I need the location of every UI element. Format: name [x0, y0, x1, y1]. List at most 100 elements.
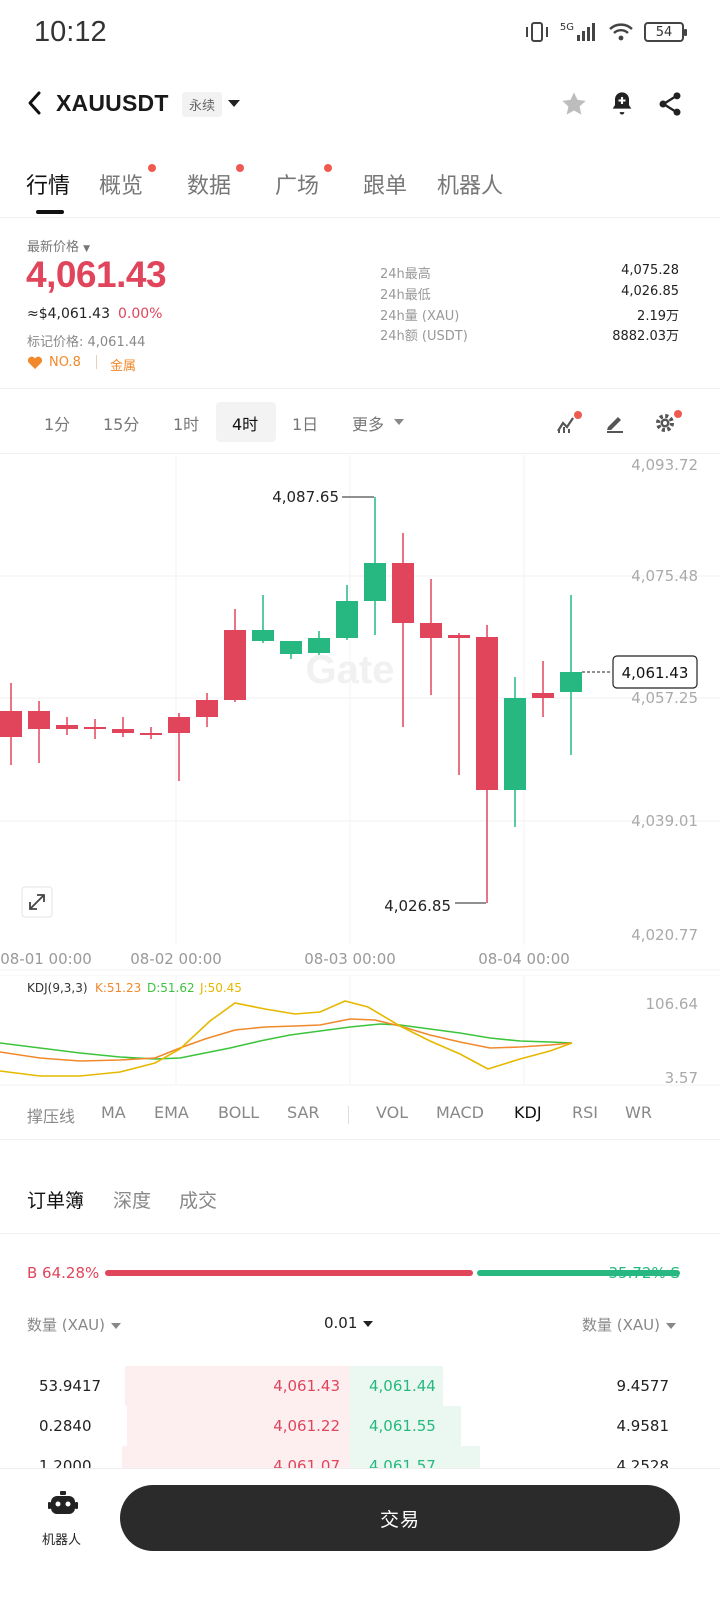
rank-badge[interactable]: NO.8 [27, 355, 81, 370]
last-price: 4,061.43 [26, 254, 167, 295]
watermark-logo: Gate [306, 648, 395, 692]
indicator-sar[interactable]: SAR [287, 1103, 320, 1122]
category-tag[interactable]: 金属 [110, 359, 137, 374]
kdj-top-value: 106.64 [646, 995, 699, 1013]
pair-name[interactable]: XAUUSDT [56, 90, 169, 116]
bottom-action-bar: 机器人 交易 [0, 1468, 720, 1600]
indicator-support-resistance[interactable]: 撑压线 [27, 1107, 76, 1126]
indicator-ma[interactable]: MA [101, 1103, 126, 1122]
star-icon[interactable] [560, 90, 588, 118]
vibrate-icon [525, 22, 548, 42]
indicator-wr[interactable]: WR [625, 1103, 652, 1122]
ask-depth-bar [350, 1406, 461, 1446]
stat-value-turnover: 8882.03万 [612, 329, 679, 344]
bid-depth-bar [122, 1446, 350, 1470]
orderbook-row[interactable]: 0.2840 4,061.22 4,061.55 4.9581 [0, 1406, 720, 1446]
bid-price: 4,061.22 [273, 1417, 340, 1435]
high-price-label: 4,087.65 [272, 488, 339, 506]
precision-selector[interactable]: 0.01 [324, 1314, 374, 1332]
back-arrow-icon[interactable] [26, 90, 44, 116]
candle-body [560, 672, 582, 692]
bid-qty: 53.9417 [39, 1377, 102, 1395]
network-type: 5G [559, 21, 574, 33]
battery-icon: 54 [644, 22, 687, 42]
ask-qty-header[interactable]: 数量 (XAU) [582, 1314, 676, 1335]
kdj-bottom-value: 3.57 [665, 1069, 698, 1087]
kdj-d-value: D:51.62 [147, 981, 195, 995]
candle-body [280, 641, 302, 654]
candle-body [196, 700, 218, 717]
timeframe-1m[interactable]: 1分 [44, 415, 71, 434]
settings-gear-icon[interactable] [654, 409, 684, 435]
candlestick-chart[interactable]: Gate 4,093.72 4,075.48 4,057.25 4,039.01 4,0… [0, 455, 720, 975]
tab-copy-trading[interactable]: 跟单 [363, 174, 408, 199]
expand-arrows-icon [29, 894, 45, 910]
kdj-k-line [0, 1018, 573, 1062]
perpetual-badge: 永续 [182, 92, 223, 117]
bid-qty: 0.2840 [39, 1417, 92, 1435]
bot-shortcut-button[interactable] [34, 1491, 94, 1551]
indicator-macd[interactable]: MACD [436, 1103, 484, 1122]
buy-ratio-fill [105, 1270, 473, 1276]
candle-body [336, 601, 358, 638]
ask-qty: 4.9581 [616, 1417, 670, 1435]
indicator-bar: 撑压线 MA EMA BOLL SAR VOL MACD KDJ RSI WR [0, 1090, 720, 1140]
tab-market[interactable]: 行情 [26, 174, 71, 199]
orderbook-row[interactable]: 1.2000 4,061.07 4,061.57 4.2528 [0, 1446, 720, 1470]
candle-body [112, 729, 134, 733]
last-price-label[interactable]: 最新价格 ▼ [27, 240, 91, 255]
active-timeframe-bg [216, 402, 276, 442]
chevron-down-icon [111, 1322, 121, 1329]
status-icons: 5G 54 [524, 20, 687, 44]
trade-button[interactable]: 交易 [120, 1485, 680, 1551]
timeframe-1d[interactable]: 1日 [292, 415, 319, 434]
timeframe-4h[interactable]: 4时 [232, 415, 259, 434]
current-price-label: 4,061.43 [622, 664, 689, 682]
chevron-down-icon[interactable] [228, 100, 240, 107]
kdj-indicator-panel[interactable]: KDJ(9,3,3) K:51.23 D:51.62 J:50.45 106.6… [0, 975, 720, 1087]
candle-body [140, 733, 162, 735]
tab-overview[interactable]: 概览 [99, 174, 144, 199]
heart-icon [27, 356, 43, 369]
kdj-label: KDJ(9,3,3) [27, 981, 88, 995]
indicator-ema[interactable]: EMA [154, 1103, 189, 1122]
kdj-d-line [0, 1023, 573, 1060]
status-time: 10:12 [34, 16, 107, 48]
buy-sell-ratio-bar: B 64.28% 35.72% S [0, 1262, 720, 1286]
orderbook-tabs: 订单簿 深度 成交 [0, 1180, 720, 1234]
bot-shortcut-label: 机器人 [42, 1533, 82, 1548]
indicator-vol[interactable]: VOL [376, 1103, 409, 1122]
candle-body [224, 630, 246, 700]
tab-data[interactable]: 数据 [187, 174, 232, 199]
ask-qty: 9.4577 [616, 1377, 670, 1395]
change-percent: 0.00% [118, 306, 163, 322]
alert-bell-icon[interactable] [608, 90, 636, 118]
indicator-icon[interactable] [556, 411, 584, 435]
tab-orderbook[interactable]: 订单簿 [27, 1190, 85, 1212]
candle-body [84, 727, 106, 729]
ask-qty: 4.2528 [616, 1457, 670, 1470]
tab-square[interactable]: 广场 [275, 174, 320, 199]
orderbook-row[interactable]: 53.9417 4,061.43 4,061.44 9.4577 [0, 1366, 720, 1406]
y-axis-label: 4,075.48 [631, 567, 698, 585]
divider [96, 355, 97, 369]
ask-price: 4,061.55 [369, 1417, 436, 1435]
candle-body [448, 635, 470, 638]
timeframe-15m[interactable]: 15分 [103, 415, 140, 434]
tab-bots[interactable]: 机器人 [437, 174, 504, 199]
share-icon[interactable] [656, 90, 684, 118]
usd-price: ≈$4,061.43 [27, 306, 110, 322]
timeframe-more[interactable]: 更多 [352, 415, 385, 434]
indicator-rsi[interactable]: RSI [572, 1103, 598, 1122]
timeframe-1h[interactable]: 1时 [173, 415, 200, 434]
candle-body [504, 698, 526, 790]
kdj-k-value: K:51.23 [95, 981, 141, 995]
indicator-boll[interactable]: BOLL [218, 1103, 260, 1122]
draw-pencil-icon[interactable] [604, 411, 626, 433]
indicator-kdj[interactable]: KDJ [514, 1103, 542, 1122]
tab-depth[interactable]: 深度 [113, 1190, 152, 1212]
tab-trades[interactable]: 成交 [179, 1190, 218, 1212]
wifi-icon [609, 23, 633, 41]
bid-qty-header[interactable]: 数量 (XAU) [27, 1314, 121, 1335]
chevron-down-icon [363, 1320, 374, 1327]
